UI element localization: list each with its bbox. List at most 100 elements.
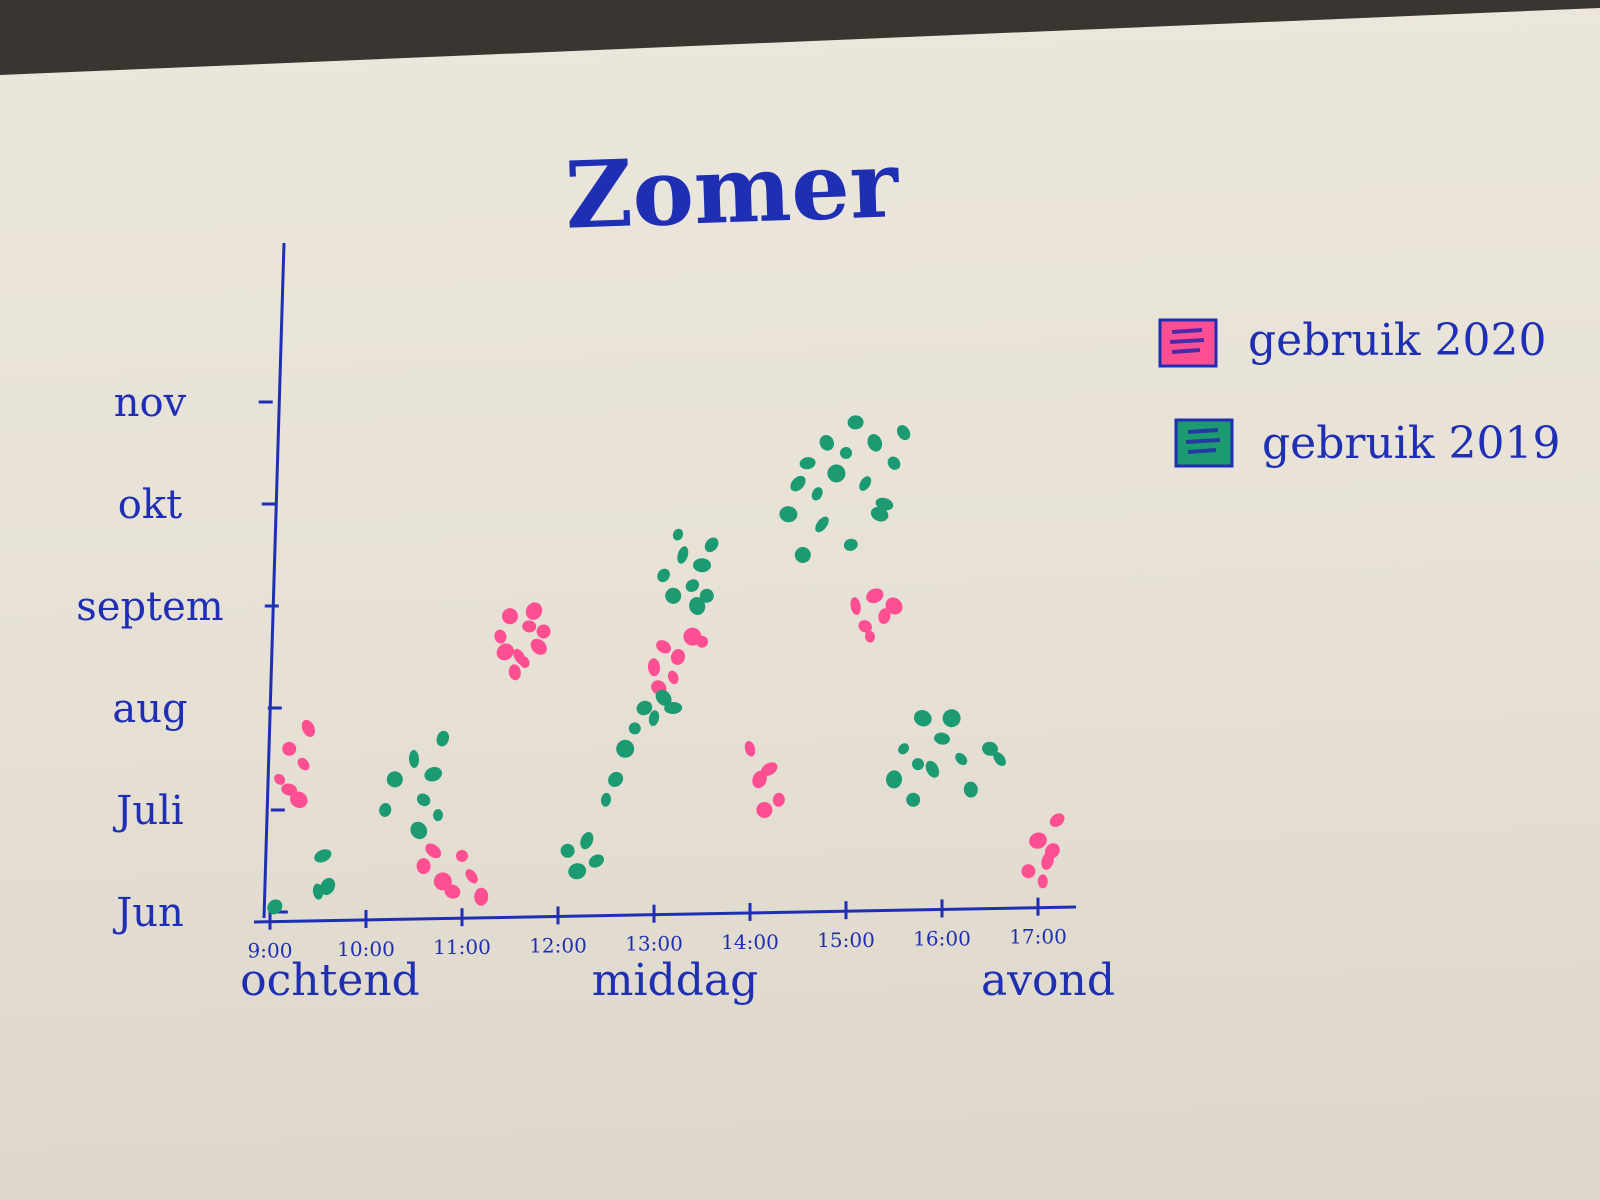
x-tick-label: 10:00 (337, 937, 395, 961)
point-gebruik-2019 (664, 701, 683, 715)
point-gebruik-2019 (580, 831, 594, 850)
point-gebruik-2020 (290, 791, 308, 809)
point-gebruik-2019 (408, 750, 420, 768)
point-gebruik-2020 (858, 620, 873, 633)
point-gebruik-2019 (811, 487, 823, 501)
point-gebruik-2020 (772, 792, 785, 807)
point-gebruik-2019 (636, 700, 653, 716)
point-gebruik-2020 (456, 849, 468, 862)
point-gebruik-2019 (665, 587, 682, 604)
point-gebruik-2019 (912, 758, 924, 771)
point-gebruik-2019 (648, 710, 660, 727)
point-gebruik-2019 (847, 415, 864, 430)
legend-swatch-gebruik-2020 (1158, 318, 1218, 368)
point-gebruik-2019 (885, 770, 903, 789)
point-gebruik-2019 (898, 743, 910, 755)
point-gebruik-2020 (525, 602, 543, 620)
y-tick-label: nov (114, 380, 187, 426)
point-gebruik-2019 (963, 781, 978, 798)
point-gebruik-2020 (1049, 813, 1065, 827)
point-gebruik-2020 (866, 588, 884, 604)
point-gebruik-2020 (281, 783, 298, 796)
point-gebruik-2020 (647, 658, 661, 677)
point-gebruik-2019 (887, 456, 901, 470)
point-gebruik-2019 (616, 739, 635, 758)
point-gebruik-2020 (425, 843, 442, 859)
point-gebruik-2019 (913, 709, 932, 727)
point-gebruik-2019 (896, 425, 911, 441)
point-gebruik-2019 (588, 854, 604, 868)
point-gebruik-2020 (508, 664, 521, 681)
point-gebruik-2019 (819, 434, 835, 451)
point-gebruik-2019 (410, 821, 428, 840)
point-gebruik-2020 (465, 869, 478, 884)
point-gebruik-2019 (982, 741, 998, 756)
point-gebruik-2019 (320, 877, 336, 896)
x-tick-label: 9:00 (248, 939, 293, 963)
point-gebruik-2019 (843, 538, 858, 551)
point-gebruik-2020 (502, 608, 518, 625)
point-gebruik-2019 (942, 709, 961, 728)
x-period-label: avond (981, 955, 1115, 1006)
point-gebruik-2020 (670, 649, 686, 665)
point-gebruik-2020 (496, 643, 514, 661)
x-tick-label: 17:00 (1009, 925, 1067, 949)
point-gebruik-2019 (870, 506, 889, 522)
point-gebruik-2020 (744, 740, 756, 757)
point-gebruik-2020 (474, 887, 489, 906)
point-gebruik-2019 (704, 537, 719, 553)
legend-label-gebruik-2019: gebruik 2019 (1262, 418, 1560, 469)
point-gebruik-2019 (568, 863, 587, 880)
point-gebruik-2020 (696, 635, 708, 648)
point-gebruik-2020 (1037, 874, 1048, 889)
x-tick-label: 16:00 (913, 926, 971, 950)
x-period-label: ochtend (240, 955, 420, 1006)
point-gebruik-2020 (536, 624, 551, 639)
point-gebruik-2020 (282, 741, 297, 756)
point-gebruik-2020 (522, 620, 537, 633)
legend: gebruik 2020 gebruik 2019 (1158, 315, 1560, 469)
point-gebruik-2019 (859, 476, 872, 491)
point-gebruik-2020 (1045, 843, 1060, 859)
y-axis (262, 242, 286, 919)
point-gebruik-2020 (878, 608, 891, 625)
legend-label-gebruik-2020: gebruik 2020 (1248, 315, 1546, 366)
point-gebruik-2019 (379, 803, 392, 817)
x-tick-label: 13:00 (625, 932, 683, 956)
y-tick-label: okt (118, 482, 182, 528)
point-gebruik-2019 (955, 752, 968, 766)
y-tick-label: aug (112, 686, 187, 732)
legend-swatch-gebruik-2019 (1174, 418, 1234, 468)
point-gebruik-2019 (906, 792, 921, 807)
point-gebruik-2019 (790, 475, 806, 492)
point-gebruik-2019 (655, 689, 672, 706)
point-gebruik-2020 (301, 719, 315, 737)
point-gebruik-2019 (267, 899, 283, 915)
legend-scribble-2020 (1169, 328, 1205, 354)
point-gebruik-2020 (519, 656, 530, 668)
point-gebruik-2020 (1029, 832, 1047, 849)
point-gebruik-2019 (799, 457, 816, 470)
point-gebruik-2020 (850, 597, 861, 615)
x-axis (253, 905, 1077, 924)
y-tick-label: Jun (112, 890, 184, 936)
point-gebruik-2019 (677, 546, 689, 564)
x-tick-label: 15:00 (817, 928, 875, 952)
chart-title: Zomer (563, 130, 901, 250)
point-gebruik-2019 (993, 751, 1006, 767)
point-gebruik-2019 (608, 771, 624, 787)
point-gebruik-2020 (656, 640, 672, 654)
point-gebruik-2019 (840, 447, 852, 460)
point-gebruik-2020 (885, 597, 903, 615)
point-gebruik-2019 (657, 568, 670, 583)
point-gebruik-2019 (424, 767, 443, 782)
point-gebruik-2019 (699, 588, 714, 603)
point-gebruik-2020 (1021, 864, 1036, 879)
point-gebruik-2019 (432, 809, 444, 822)
point-gebruik-2019 (416, 793, 431, 807)
y-tick-label: Juli (112, 788, 183, 834)
point-gebruik-2020 (760, 762, 778, 777)
point-gebruik-2019 (689, 597, 706, 615)
